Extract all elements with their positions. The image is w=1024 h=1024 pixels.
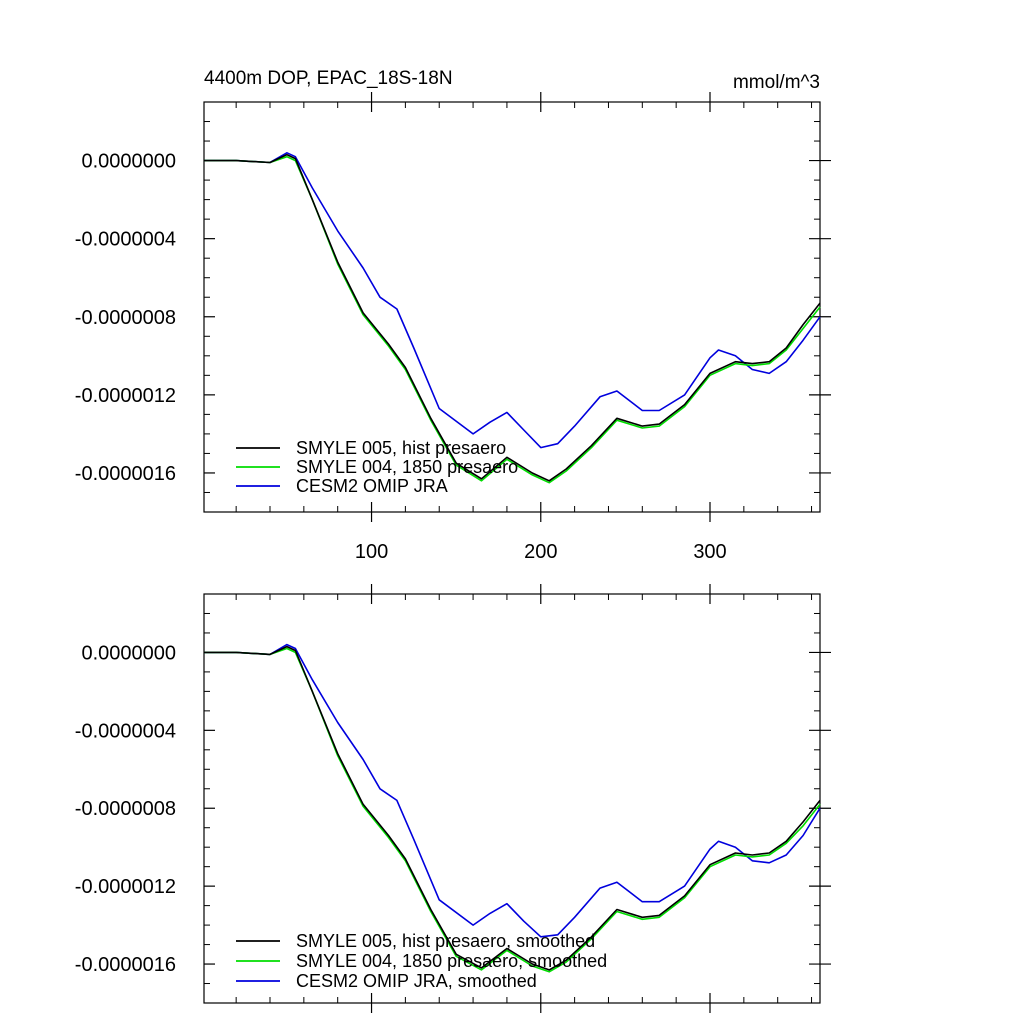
y-tick-label: 0.0000000 bbox=[81, 151, 176, 173]
plot-frame bbox=[203, 593, 821, 1004]
y-tick-label: -0.0000012 bbox=[75, 385, 176, 407]
legend-label: SMYLE 004, 1850 presaero, smoothed bbox=[296, 951, 607, 971]
top-panel-units: mmol/m^3 bbox=[733, 72, 820, 93]
x-tick-label: 300 bbox=[693, 541, 726, 563]
y-tick-label: -0.0000008 bbox=[75, 307, 176, 329]
legend-label: SMYLE 005, hist presaero, smoothed bbox=[296, 931, 595, 951]
top-panel: 4400m DOP, EPAC_18S-18N mmol/m^3 100 200 3… bbox=[75, 68, 831, 563]
legend-label: CESM2 OMIP JRA, smoothed bbox=[296, 971, 537, 991]
series-line bbox=[204, 153, 821, 482]
bottom-panel: 0.0000000 -0.0000004 -0.0000008 -0.0000012 -… bbox=[75, 584, 831, 1013]
top-panel-title: 4400m DOP, EPAC_18S-18N bbox=[204, 68, 453, 89]
y-tick-label: 0.0000000 bbox=[81, 642, 176, 664]
legend-label: SMYLE 005, hist presaero bbox=[296, 438, 506, 458]
y-tick-label: -0.0000016 bbox=[75, 463, 176, 485]
x-tick-label: 100 bbox=[355, 541, 388, 563]
series-line bbox=[204, 645, 821, 971]
y-tick-label: -0.0000008 bbox=[75, 798, 176, 820]
series-line bbox=[204, 152, 821, 449]
y-tick-label: -0.0000016 bbox=[75, 954, 176, 976]
legend-label: SMYLE 004, 1850 presaero bbox=[296, 457, 518, 477]
y-tick-label: -0.0000012 bbox=[75, 876, 176, 898]
y-tick-label: -0.0000004 bbox=[75, 229, 176, 251]
x-tick-label: 200 bbox=[524, 541, 557, 563]
series-line bbox=[204, 643, 821, 938]
y-tick-label: -0.0000004 bbox=[75, 720, 176, 742]
legend-label: CESM2 OMIP JRA bbox=[296, 476, 448, 496]
